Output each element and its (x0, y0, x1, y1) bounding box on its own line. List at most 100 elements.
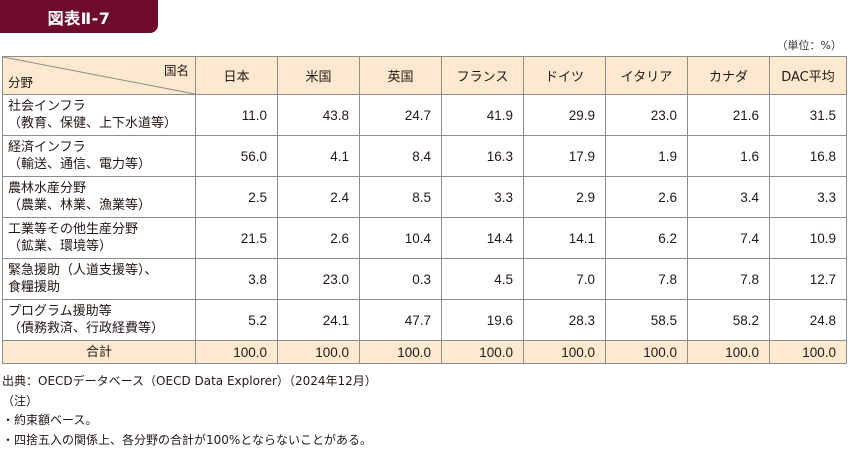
total-cell: 100.0 (277, 340, 360, 364)
value-cell: 29.9 (523, 94, 606, 136)
sector-axis-label: 分野 (8, 75, 34, 90)
source-note: 出典：OECDデータベース（OECD Data Explorer）（2024年1… (2, 374, 377, 388)
total-cell: 100.0 (441, 340, 524, 364)
value-cell: 23.0 (605, 94, 688, 136)
value-cell: 24.7 (359, 94, 442, 136)
column-header: ドイツ (523, 56, 606, 95)
row-label-main: プログラム援助等 (8, 304, 112, 319)
value-cell: 7.8 (687, 258, 770, 300)
total-cell: 100.0 (769, 340, 847, 364)
value-cell: 8.5 (359, 176, 442, 218)
row-label-sub: （債務救済、行政経費等） (8, 321, 165, 336)
row-label-sub: （教育、保健、上下水道等） (8, 116, 178, 131)
value-cell: 47.7 (359, 299, 442, 341)
figure-title: 主要DAC諸国の二国間ODAの分野別配分（2023年） (166, 9, 572, 28)
value-cell: 7.0 (523, 258, 606, 300)
table-row: 緊急援助（人道支援等）、 食糧援助 3.8 23.0 0.3 4.5 7.0 7.… (2, 258, 847, 300)
column-header: DAC平均 (769, 56, 847, 95)
row-label: 農林水産分野 （農業、林業、漁業等） (2, 176, 196, 218)
row-label: 社会インフラ （教育、保健、上下水道等） (2, 94, 196, 136)
figure-number-label: 図表Ⅱ-7 (0, 0, 158, 33)
total-row: 合計 100.0 100.0 100.0 100.0 100.0 100.0 1… (2, 340, 847, 364)
value-cell: 2.4 (277, 176, 360, 218)
value-cell: 7.4 (687, 217, 770, 259)
value-cell: 56.0 (195, 135, 278, 177)
row-label-main: 経済インフラ (8, 140, 86, 155)
value-cell: 16.3 (441, 135, 524, 177)
value-cell: 8.4 (359, 135, 442, 177)
row-label-main: 社会インフラ (8, 99, 86, 114)
column-header: カナダ (687, 56, 770, 95)
value-cell: 11.0 (195, 94, 278, 136)
row-label-sub: （農業、林業、漁業等） (8, 198, 152, 213)
value-cell: 12.7 (769, 258, 847, 300)
value-cell: 28.3 (523, 299, 606, 341)
row-label-sub: （鉱業、環境等） (8, 239, 113, 254)
row-label: 緊急援助（人道支援等）、 食糧援助 (2, 258, 196, 300)
total-cell: 100.0 (195, 340, 278, 364)
table-row: 農林水産分野 （農業、林業、漁業等） 2.5 2.4 8.5 3.3 2.9 2.… (2, 176, 847, 218)
value-cell: 43.8 (277, 94, 360, 136)
value-cell: 2.5 (195, 176, 278, 218)
row-label: 工業等その他生産分野 （鉱業、環境等） (2, 217, 196, 259)
value-cell: 14.4 (441, 217, 524, 259)
oda-allocation-table: 国名 分野 日本 米国 英国 フランス ドイツ イタリア カナダ DAC平均 社… (2, 56, 847, 364)
value-cell: 2.9 (523, 176, 606, 218)
column-header: 日本 (195, 56, 278, 95)
total-cell: 100.0 (359, 340, 442, 364)
header-row: 国名 分野 日本 米国 英国 フランス ドイツ イタリア カナダ DAC平均 (2, 56, 847, 95)
footnotes: 出典：OECDデータベース（OECD Data Explorer）（2024年1… (2, 372, 377, 450)
column-header: イタリア (605, 56, 688, 95)
value-cell: 21.6 (687, 94, 770, 136)
row-label: プログラム援助等 （債務救済、行政経費等） (2, 299, 196, 341)
column-header: 米国 (277, 56, 360, 95)
value-cell: 0.3 (359, 258, 442, 300)
value-cell: 4.5 (441, 258, 524, 300)
note-item: ・約束額ベース。 (2, 413, 98, 427)
row-label-main: 工業等その他生産分野 (8, 222, 139, 237)
column-header: 英国 (359, 56, 442, 95)
value-cell: 23.0 (277, 258, 360, 300)
value-cell: 3.3 (441, 176, 524, 218)
total-cell: 100.0 (687, 340, 770, 364)
row-label-main: 農林水産分野 (8, 181, 87, 196)
value-cell: 3.3 (769, 176, 847, 218)
value-cell: 2.6 (277, 217, 360, 259)
value-cell: 10.9 (769, 217, 847, 259)
value-cell: 7.8 (605, 258, 688, 300)
diagonal-divider-icon (3, 57, 195, 94)
row-label: 経済インフラ （輸送、通信、電力等） (2, 135, 196, 177)
row-label-sub: 食糧援助 (8, 280, 61, 295)
value-cell: 2.6 (605, 176, 688, 218)
column-header: フランス (441, 56, 524, 95)
total-cell: 100.0 (523, 340, 606, 364)
total-label: 合計 (2, 340, 196, 364)
note-item: ・四捨五入の関係上、各分野の合計が100%とならないことがある。 (2, 432, 372, 447)
value-cell: 41.9 (441, 94, 524, 136)
value-cell: 24.1 (277, 299, 360, 341)
total-cell: 100.0 (605, 340, 688, 364)
figure-title-bar: 図表Ⅱ-7 主要DAC諸国の二国間ODAの分野別配分（2023年） (0, 0, 848, 33)
table-row: 経済インフラ （輸送、通信、電力等） 56.0 4.1 8.4 16.3 17.9… (2, 135, 847, 177)
unit-label: （単位：%） (776, 39, 842, 52)
value-cell: 58.5 (605, 299, 688, 341)
value-cell: 10.4 (359, 217, 442, 259)
value-cell: 24.8 (769, 299, 847, 341)
table-row: プログラム援助等 （債務救済、行政経費等） 5.2 24.1 47.7 19.6 … (2, 299, 847, 341)
value-cell: 21.5 (195, 217, 278, 259)
value-cell: 17.9 (523, 135, 606, 177)
table-row: 社会インフラ （教育、保健、上下水道等） 11.0 43.8 24.7 41.9 … (2, 94, 847, 136)
row-label-main: 緊急援助（人道支援等）、 (8, 263, 158, 278)
value-cell: 19.6 (441, 299, 524, 341)
row-label-sub: （輸送、通信、電力等） (8, 157, 152, 172)
country-axis-label: 国名 (163, 63, 189, 78)
value-cell: 1.9 (605, 135, 688, 177)
value-cell: 14.1 (523, 217, 606, 259)
table-row: 工業等その他生産分野 （鉱業、環境等） 21.5 2.6 10.4 14.4 14… (2, 217, 847, 259)
note-heading: （注） (2, 393, 39, 408)
value-cell: 3.8 (195, 258, 278, 300)
value-cell: 16.8 (769, 135, 847, 177)
value-cell: 6.2 (605, 217, 688, 259)
value-cell: 3.4 (687, 176, 770, 218)
value-cell: 31.5 (769, 94, 847, 136)
